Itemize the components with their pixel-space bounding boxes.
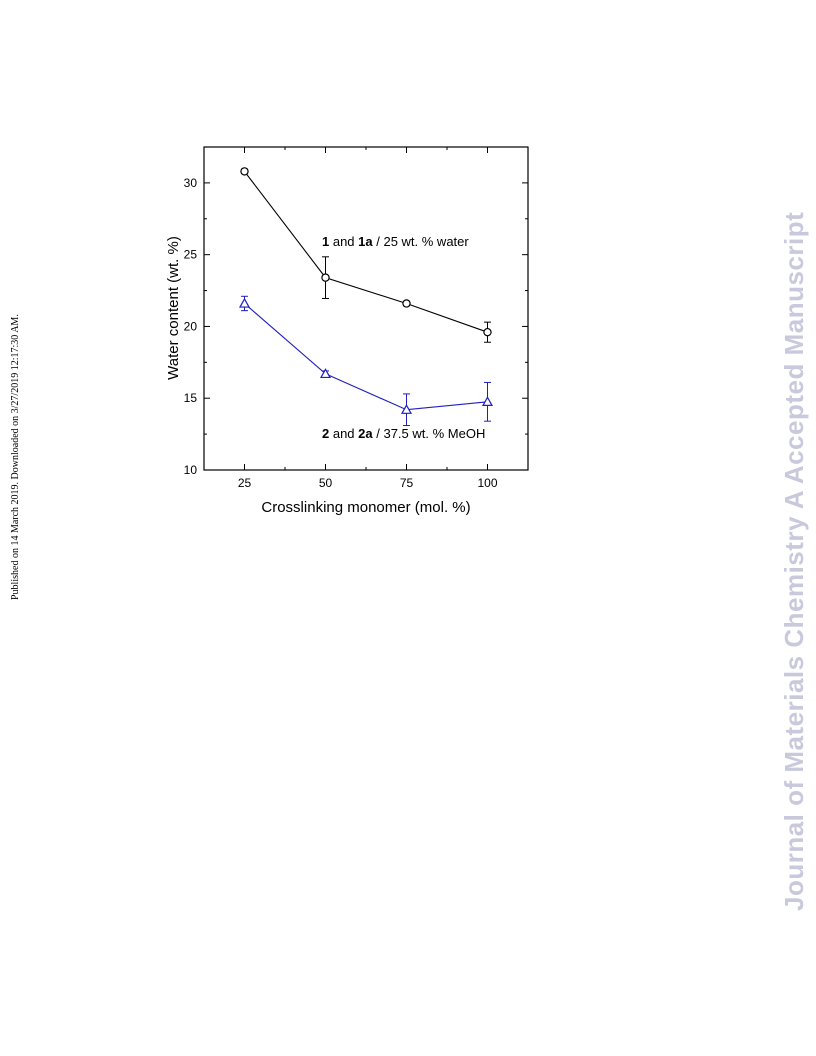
annotation-part: 1	[322, 234, 329, 249]
series-2	[238, 295, 494, 426]
annotation-part: and	[329, 234, 358, 249]
x-tick-label: 25	[238, 476, 252, 490]
annotation-part: and	[329, 426, 358, 441]
x-tick-label: 75	[400, 476, 414, 490]
y-tick-label: 20	[184, 319, 198, 333]
axis-ticks	[203, 146, 529, 471]
series-line	[244, 303, 488, 411]
plot-frame	[203, 146, 529, 471]
series-layer	[238, 167, 494, 426]
y-tick-label: 15	[184, 391, 198, 405]
tick-labels: 25 50 75 100 10 15 20 25 30	[184, 176, 498, 490]
data-point	[481, 396, 494, 407]
data-point	[402, 299, 411, 308]
data-point	[319, 368, 332, 379]
y-tick-label: 25	[184, 248, 198, 262]
x-tick-label: 50	[319, 476, 333, 490]
y-axis-title: Water content (wt. %)	[165, 236, 182, 380]
annotation-part: / 37.5 wt. % MeOH	[373, 426, 486, 441]
series-line	[244, 171, 488, 333]
data-point	[240, 167, 249, 176]
data-point	[238, 297, 251, 308]
series-1	[240, 167, 492, 343]
y-tick-label: 10	[184, 463, 198, 477]
series-annotation-2: 2 and 2a / 37.5 wt. % MeOH	[322, 426, 485, 441]
x-tick-label: 100	[477, 476, 497, 490]
data-point	[483, 327, 492, 337]
annotation-part: 2	[322, 426, 329, 441]
series-annotation-1: 1 and 1a / 25 wt. % water	[322, 234, 469, 249]
y-tick-label: 30	[184, 176, 198, 190]
annotation-part: / 25 wt. % water	[373, 234, 470, 249]
data-point	[400, 403, 413, 414]
annotation-part: 2a	[358, 426, 373, 441]
x-axis-title: Crosslinking monomer (mol. %)	[261, 499, 470, 516]
data-point	[321, 273, 330, 282]
annotation-part: 1a	[358, 234, 373, 249]
